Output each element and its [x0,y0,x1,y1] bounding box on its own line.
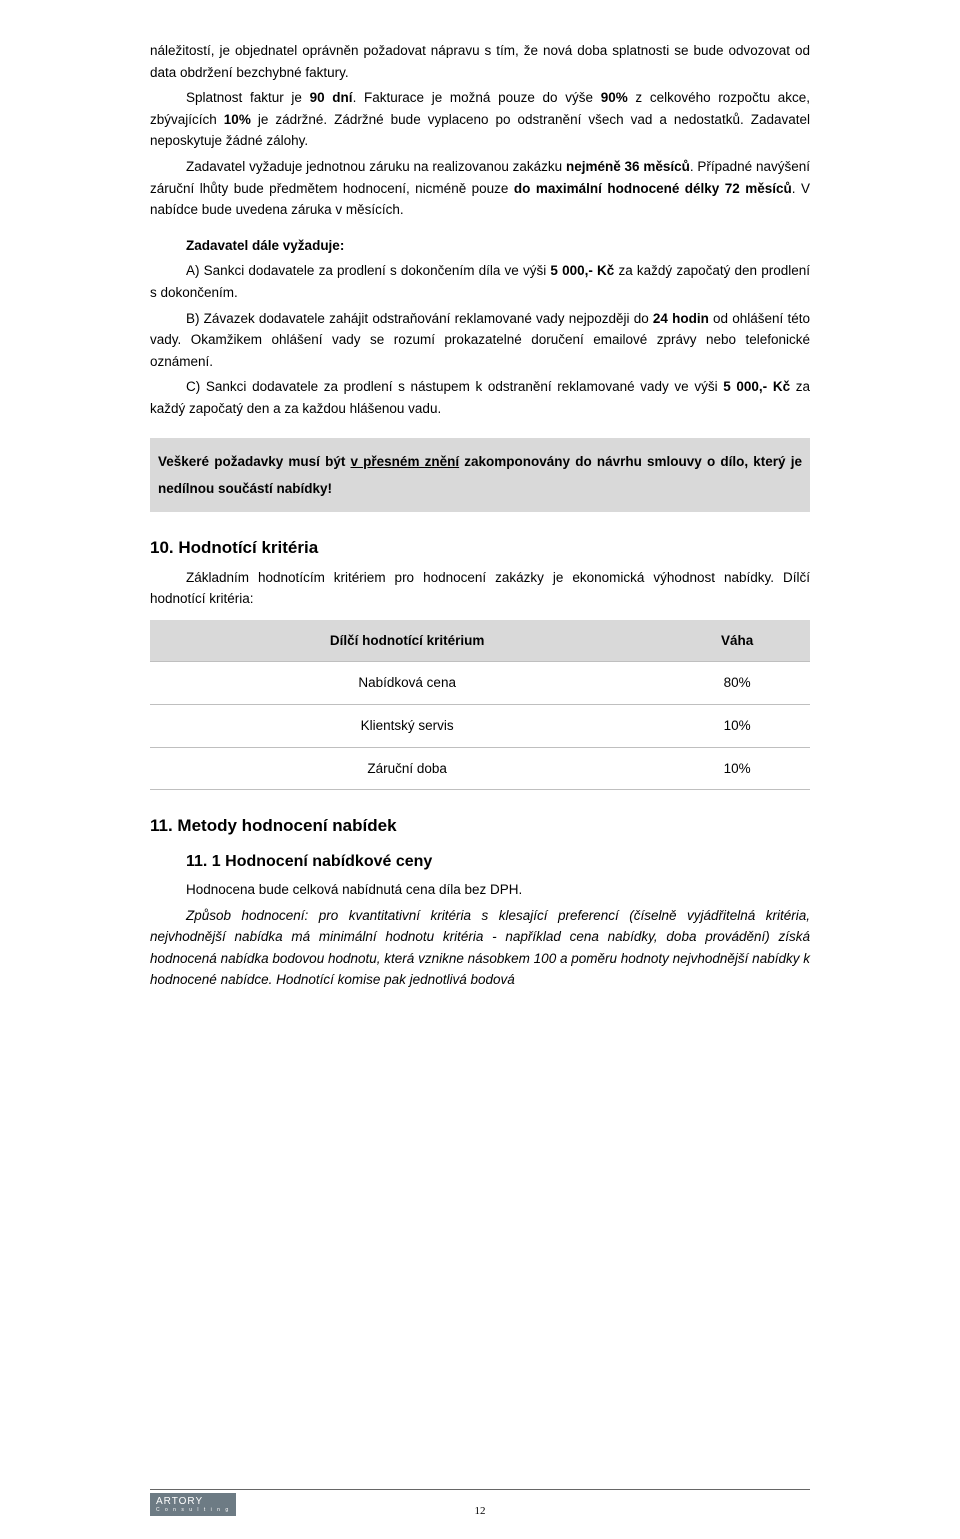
text: A) Sankci dodavatele za prodlení s dokon… [186,263,550,278]
table-row: Nabídková cena 80% [150,662,810,705]
paragraph-11a: Hodnocena bude celková nabídnutá cena dí… [150,879,810,901]
text: Zadavatel vyžaduje jednotnou záruku na r… [186,159,566,174]
text: Veškeré požadavky musí být [158,454,351,469]
table-cell-label: Záruční doba [150,747,664,790]
heading-10: 10. Hodnotící kritéria [150,534,810,561]
heading-11-1: 11. 1 Hodnocení nabídkové ceny [186,849,810,875]
footer-brand: ARTORY [156,1496,203,1507]
bold-text: 24 hodin [653,311,709,326]
page-number: 12 [150,1503,810,1521]
paragraph-intro-line2: Splatnost faktur je 90 dní. Fakturace je… [150,87,810,152]
paragraph-warranty: Zadavatel vyžaduje jednotnou záruku na r… [150,156,810,221]
table-cell-weight: 10% [664,747,810,790]
document-page: náležitostí, je objednatel oprávněn poža… [90,0,870,1539]
text: . Fakturace je možná pouze do výše [353,90,601,105]
paragraph-10: Základním hodnotícím kritériem pro hodno… [150,567,810,610]
requirement-c: C) Sankci dodavatele za prodlení s nástu… [150,376,810,419]
requirement-b: B) Závazek dodavatele zahájit odstraňová… [150,308,810,373]
bold-text: 90% [601,90,628,105]
heading-11: 11. Metody hodnocení nabídek [150,812,810,839]
paragraph-intro: náležitostí, je objednatel oprávněn poža… [150,40,810,83]
text: náležitostí, je objednatel oprávněn poža… [150,43,810,80]
table-header-row: Dílčí hodnotící kritérium Váha [150,620,810,662]
requirements-heading: Zadavatel dále vyžaduje: [150,235,810,257]
bold-text: 90 dní [310,90,353,105]
table-row: Záruční doba 10% [150,747,810,790]
bold-text: do maximální hodnocené délky 72 měsíců [514,181,792,196]
requirement-a: A) Sankci dodavatele za prodlení s dokon… [150,260,810,303]
criteria-table: Dílčí hodnotící kritérium Váha Nabídková… [150,620,810,790]
footer-logo: ARTORY C o n s u l t i n g [150,1493,236,1517]
underline-text: v přesném znění [351,454,460,469]
page-footer: ARTORY C o n s u l t i n g 12 [150,1489,810,1521]
bold-text: 5 000,- Kč [550,263,614,278]
bold-text: nejméně 36 měsíců [566,159,690,174]
table-cell-label: Klientský servis [150,705,664,748]
text: Splatnost faktur je [186,90,310,105]
table-cell-weight: 80% [664,662,810,705]
table-row: Klientský servis 10% [150,705,810,748]
table-header-weight: Váha [664,620,810,662]
text: B) Závazek dodavatele zahájit odstraňová… [186,311,653,326]
bold-text: 5 000,- Kč [723,379,790,394]
bold-text: 10% [224,112,251,127]
text: C) Sankci dodavatele za prodlení s nástu… [186,379,723,394]
footer-subbrand: C o n s u l t i n g [156,1508,230,1514]
table-cell-weight: 10% [664,705,810,748]
footer-divider [150,1489,810,1490]
highlight-box: Veškeré požadavky musí být v přesném zně… [150,438,810,512]
table-header-criterion: Dílčí hodnotící kritérium [150,620,664,662]
paragraph-11b: Způsob hodnocení: pro kvantitativní krit… [150,905,810,991]
table-cell-label: Nabídková cena [150,662,664,705]
